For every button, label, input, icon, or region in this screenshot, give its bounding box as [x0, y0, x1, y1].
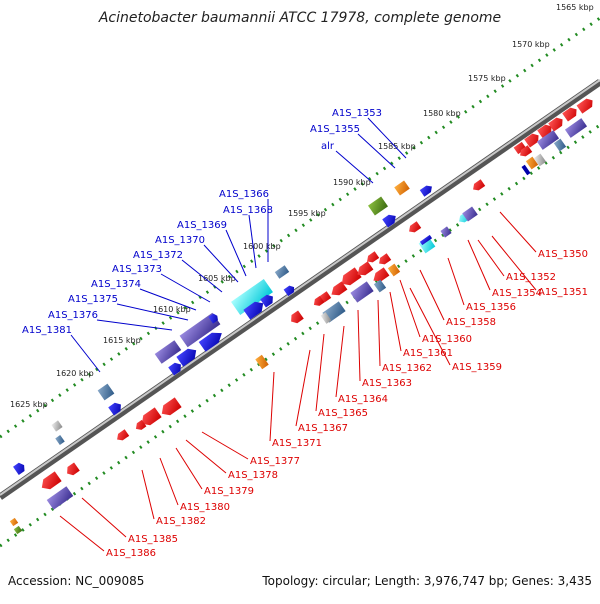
forward-leader-line	[139, 288, 197, 311]
forward-leader-line	[116, 303, 189, 321]
reverse-leader-line	[159, 457, 179, 506]
kbp-label: 1575 kbp	[468, 74, 506, 83]
kbp-label: 1585 kbp	[378, 142, 416, 151]
kbp-label: 1625 kbp	[10, 400, 48, 409]
kbp-label: 1605 kbp	[198, 274, 236, 283]
reverse-leader-line	[185, 439, 227, 474]
reverse-gene-label: A1S_1371	[272, 438, 322, 449]
reverse-leader-line	[377, 299, 381, 367]
reverse-leader-line	[409, 287, 451, 366]
reverse-gene-label: A1S_1382	[156, 516, 206, 527]
forward-leader-line	[96, 319, 173, 331]
reverse-strand-features	[9, 118, 588, 535]
reverse-leader-line	[467, 239, 491, 291]
forward-gene-label: A1S_1369	[177, 220, 227, 231]
kbp-label: 1580 kbp	[423, 109, 461, 118]
reverse-leader-line	[499, 211, 537, 253]
reverse-gene-label: A1S_1356	[466, 302, 516, 313]
backbone-ring	[0, 79, 600, 500]
reverse-leader-line	[447, 257, 465, 306]
reverse-leader-line	[357, 309, 361, 382]
reverse-gene-label: A1S_1377	[250, 456, 300, 467]
kbp-label: 1570 kbp	[512, 40, 550, 49]
kbp-label: 1600 kbp	[243, 242, 281, 251]
reverse-gene-label: A1S_1360	[422, 334, 472, 345]
reverse-gene-label: A1S_1364	[338, 394, 388, 405]
map-title: Acinetobacter baumannii ATCC 17978, comp…	[98, 10, 502, 26]
reverse-leader-line	[59, 515, 105, 552]
reverse-gene-label: A1S_1351	[538, 287, 588, 298]
forward-gene-label: A1S_1355	[310, 124, 360, 135]
reverse-gene-label: A1S_1359	[452, 362, 502, 373]
kbp-label: 1590 kbp	[333, 178, 371, 187]
reverse-leader-line	[477, 239, 505, 277]
reverse-leader-line	[201, 431, 249, 460]
reverse-gene-label: A1S_1378	[228, 470, 278, 481]
forward-gene-label: A1S_1368	[223, 205, 273, 216]
forward-leader-line	[248, 214, 257, 269]
reverse-leader-line	[491, 235, 537, 291]
reverse-leader-line	[389, 291, 402, 352]
reverse-leader-line	[81, 497, 127, 538]
reverse-gene-label: A1S_1380	[180, 502, 230, 513]
summary-text: Topology: circular; Length: 3,976,747 bp…	[262, 574, 592, 588]
forward-leader-line	[367, 117, 407, 159]
forward-gene-label: A1S_1376	[48, 310, 98, 321]
kbp-label: 1620 kbp	[56, 369, 94, 378]
reverse-leader-line	[141, 469, 155, 520]
reverse-leader-line	[269, 371, 275, 442]
reverse-gene-label: A1S_1386	[106, 548, 156, 559]
forward-gene-label: alr	[321, 141, 335, 152]
reverse-gene-label: A1S_1358	[446, 317, 496, 328]
reverse-gene-label: A1S_1354	[492, 288, 542, 299]
forward-gene-label: A1S_1370	[155, 235, 205, 246]
reverse-gene-label: A1S_1361	[403, 348, 453, 359]
reverse-leader-lines	[59, 211, 537, 552]
forward-gene-label: A1S_1353	[332, 108, 382, 119]
reverse-gene-label: A1S_1352	[506, 272, 556, 283]
forward-gene-label: A1S_1366	[219, 189, 269, 200]
reverse-gene-label: A1S_1362	[382, 363, 432, 374]
forward-leader-lines	[70, 117, 407, 373]
reverse-gene-label: A1S_1350	[538, 249, 588, 260]
forward-gene-label: A1S_1381	[22, 325, 72, 336]
forward-leader-line	[335, 150, 374, 184]
kbp-label: 1595 kbp	[288, 209, 326, 218]
reverse-gene-label: A1S_1365	[318, 408, 368, 419]
forward-strand-features	[13, 98, 593, 475]
forward-gene-label: A1S_1373	[112, 264, 162, 275]
forward-gene-label: A1S_1372	[133, 250, 183, 261]
reverse-leader-line	[295, 349, 311, 427]
forward-leader-line	[357, 133, 396, 169]
accession-text: Accession: NC_009085	[8, 574, 145, 588]
kbp-label: 1565 kbp	[556, 3, 594, 12]
reverse-leader-line	[175, 447, 203, 490]
reverse-leader-line	[419, 269, 445, 321]
reverse-gene-label: A1S_1379	[204, 486, 254, 497]
reverse-gene-label: A1S_1385	[128, 534, 178, 545]
forward-leader-line	[70, 334, 101, 373]
kbp-labels: 1565 kbp 1570 kbp 1575 kbp 1580 kbp 1585 kbp…	[10, 3, 594, 409]
kbp-label: 1615 kbp	[103, 336, 141, 345]
forward-gene-label: A1S_1375	[68, 294, 118, 305]
forward-gene-label: A1S_1374	[91, 279, 141, 290]
reverse-leader-line	[335, 325, 345, 398]
reverse-gene-label: A1S_1367	[298, 423, 348, 434]
forward-leader-line	[203, 244, 239, 283]
reverse-leader-line	[399, 279, 421, 338]
forward-leader-line	[160, 273, 211, 303]
reverse-gene-label: A1S_1363	[362, 378, 412, 389]
inner-tick-ring	[0, 123, 600, 548]
forward-leader-line	[225, 229, 247, 277]
reverse-leader-line	[315, 333, 325, 412]
forward-leader-line	[181, 259, 223, 293]
kbp-label: 1610 kbp	[153, 305, 191, 314]
